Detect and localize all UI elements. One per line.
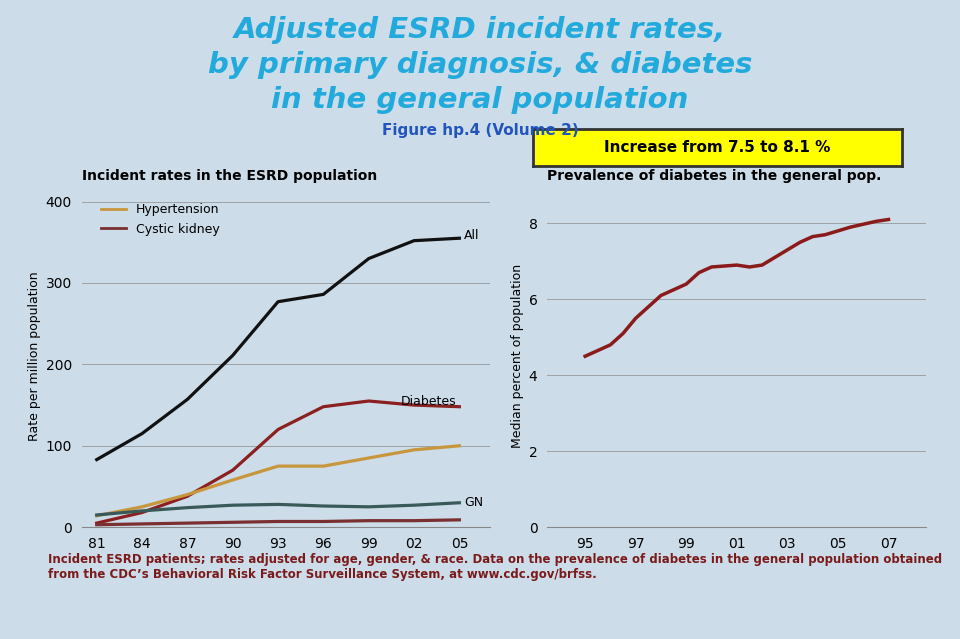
Text: by primary diagnosis, & diabetes: by primary diagnosis, & diabetes (207, 51, 753, 79)
Legend: Hypertension, Cystic kidney: Hypertension, Cystic kidney (96, 198, 225, 241)
Y-axis label: Median percent of population: Median percent of population (512, 264, 524, 449)
Text: GN: GN (464, 497, 483, 509)
Text: Diabetes: Diabetes (400, 394, 456, 408)
Text: Increase from 7.5 to 8.1 %: Increase from 7.5 to 8.1 % (605, 140, 830, 155)
Text: Prevalence of diabetes in the general pop.: Prevalence of diabetes in the general po… (547, 169, 881, 183)
Text: Incident rates in the ESRD population: Incident rates in the ESRD population (82, 169, 377, 183)
Text: Adjusted ESRD incident rates,: Adjusted ESRD incident rates, (234, 16, 726, 44)
Text: Incident ESRD patients; rates adjusted for age, gender, & race. Data on the prev: Incident ESRD patients; rates adjusted f… (48, 553, 942, 581)
Y-axis label: Rate per million population: Rate per million population (29, 272, 41, 441)
Text: Figure hp.4 (Volume 2): Figure hp.4 (Volume 2) (382, 123, 578, 137)
Text: All: All (464, 229, 479, 242)
Text: in the general population: in the general population (272, 86, 688, 114)
